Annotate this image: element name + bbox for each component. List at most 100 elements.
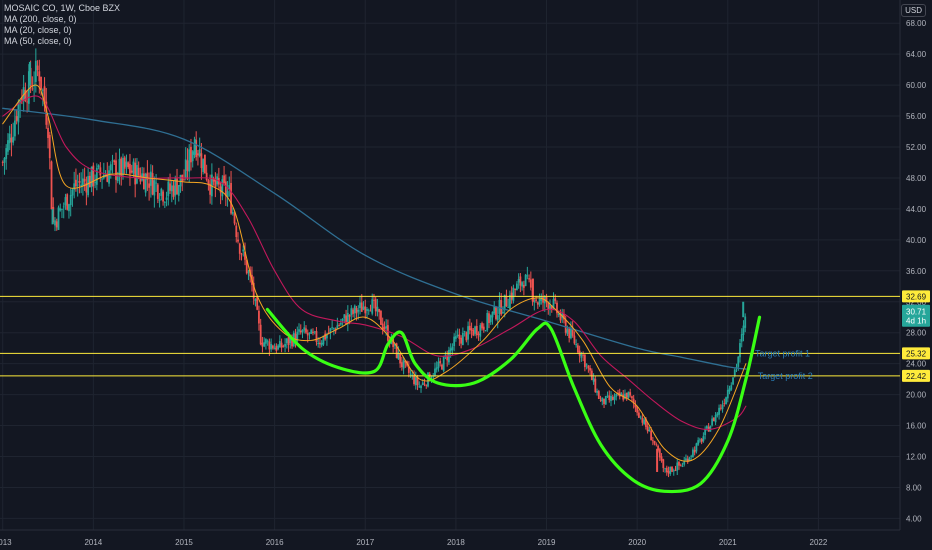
candle-body: [413, 375, 415, 385]
candle-body: [78, 180, 81, 183]
candle-body: [371, 299, 374, 314]
candle-body: [188, 149, 191, 172]
candle-body: [301, 329, 304, 333]
legend-symbol: MOSAIC CO, 1W, Cboe BZX: [4, 3, 121, 13]
candle-body: [481, 323, 483, 329]
candle-body: [332, 328, 335, 330]
currency-button[interactable]: USD: [901, 4, 926, 17]
candle-body: [700, 439, 703, 443]
candle-body: [3, 158, 6, 163]
candle-body: [221, 179, 224, 197]
candle-body: [505, 296, 508, 307]
candle-body: [151, 173, 154, 195]
candle-body: [169, 183, 171, 191]
candle-body: [681, 465, 684, 467]
candle-body: [153, 180, 156, 196]
candle-body: [137, 167, 140, 176]
candle-body: [733, 369, 736, 376]
candle-body: [697, 440, 700, 445]
candle-body: [632, 398, 635, 404]
candle-body: [341, 318, 344, 321]
y-tick-label: 24.00: [906, 360, 927, 369]
candle-body: [202, 158, 205, 172]
candle-body: [705, 426, 708, 429]
candle-body: [148, 183, 151, 188]
candle-body: [299, 330, 302, 333]
candle-body: [474, 326, 476, 334]
candle-body: [643, 419, 646, 425]
candle-body: [231, 212, 234, 214]
candle-body: [287, 336, 290, 346]
candle-body: [465, 332, 468, 341]
candle-body: [142, 173, 145, 190]
candle-body: [536, 302, 539, 305]
candle-body: [557, 313, 560, 316]
candle-body: [170, 185, 173, 192]
candle-body: [305, 328, 307, 333]
candle-body: [355, 308, 358, 314]
candle-body: [165, 197, 168, 200]
y-tick-label: 64.00: [906, 50, 927, 59]
candle-body: [228, 185, 231, 190]
candle-body: [716, 413, 719, 416]
candle-body: [571, 327, 574, 336]
candle-body: [127, 162, 130, 168]
x-tick-label: 2013: [0, 538, 12, 547]
candle-body: [282, 345, 285, 347]
candle-body: [533, 300, 536, 303]
candle-body: [425, 385, 428, 386]
candle-body: [441, 364, 443, 370]
candle-body: [636, 406, 639, 413]
last-price-tag: [902, 304, 930, 327]
candle-body: [522, 284, 525, 288]
x-tick-label: 2014: [84, 538, 102, 547]
candle-body: [414, 377, 417, 386]
candle-body: [491, 311, 494, 318]
candle-body: [273, 347, 276, 350]
candle-body: [320, 342, 323, 346]
candle-body: [224, 181, 227, 196]
x-tick-label: 2021: [719, 538, 737, 547]
candle-body: [191, 151, 194, 162]
candle-body: [651, 440, 654, 442]
candle-body: [83, 178, 86, 182]
candle-body: [254, 298, 257, 302]
y-tick-label: 40.00: [906, 236, 927, 245]
candle-body: [418, 386, 421, 388]
candle-body: [5, 148, 8, 159]
candle-body: [303, 327, 306, 331]
candle-body: [603, 398, 605, 404]
candle-body: [667, 470, 670, 474]
x-tick-label: 2019: [538, 538, 556, 547]
candle-body: [88, 175, 91, 188]
candle-body: [610, 395, 612, 402]
candle-body: [718, 407, 720, 415]
candle-body: [34, 60, 37, 82]
candle-body: [242, 249, 245, 252]
candle-body: [33, 85, 35, 87]
candle-body: [420, 385, 422, 389]
candle-body: [75, 179, 77, 187]
candle-body: [329, 328, 332, 333]
y-tick-label: 36.00: [906, 267, 927, 276]
candle-body: [352, 309, 354, 314]
candle-body: [549, 304, 551, 309]
candle-body: [130, 170, 133, 173]
candle-body: [20, 96, 23, 101]
candle-body: [711, 418, 714, 426]
candle-body: [306, 333, 309, 336]
candle-body: [662, 459, 665, 469]
candle-body: [278, 341, 281, 348]
candle-body: [174, 178, 177, 196]
candle-body: [638, 412, 640, 418]
candle-body: [55, 221, 58, 228]
candle-body: [620, 393, 623, 396]
candle-body: [357, 309, 360, 312]
y-tick-label: 48.00: [906, 174, 927, 183]
candle-body: [15, 116, 18, 121]
level-price-tag: [902, 290, 930, 303]
candle-body: [40, 76, 42, 90]
candle-body: [210, 174, 213, 197]
candle-body: [542, 296, 544, 303]
